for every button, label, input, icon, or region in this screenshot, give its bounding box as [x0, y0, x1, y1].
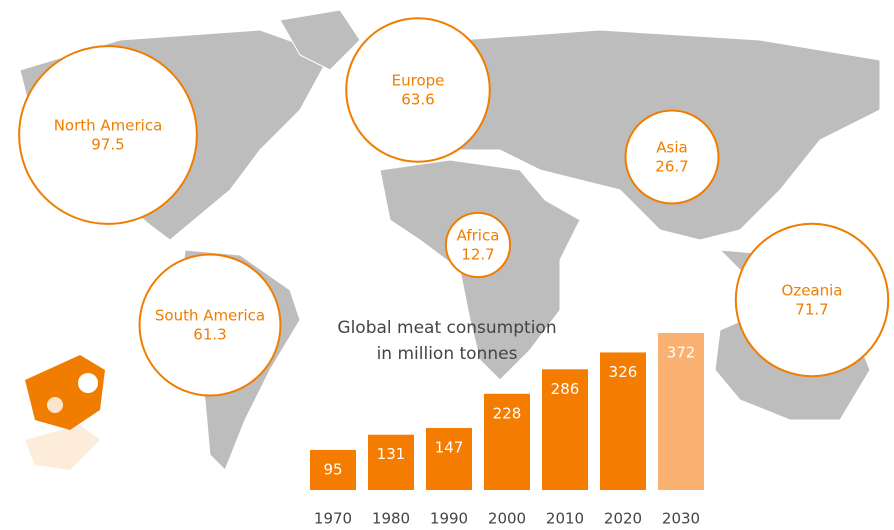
x-tick-label: 1970: [314, 510, 352, 528]
bar-title: Global meat consumption: [337, 318, 556, 338]
region-name: South America: [155, 307, 265, 325]
region-name: Europe: [392, 72, 445, 90]
region-value: 26.7: [655, 158, 688, 176]
region-name: North America: [54, 117, 163, 135]
bar-value-label: 228: [493, 404, 522, 422]
bar-value-label: 326: [609, 363, 638, 381]
bar: [484, 393, 530, 490]
region-value: 63.6: [401, 91, 434, 109]
x-tick-label: 2030: [662, 510, 700, 528]
region-value: 61.3: [193, 326, 226, 344]
region-bubble: [444, 211, 512, 279]
logo: [25, 355, 105, 470]
bar: [310, 449, 356, 490]
bar-value-label: 147: [435, 438, 464, 456]
bar-value-label: 131: [377, 445, 406, 463]
region-value: 97.5: [91, 136, 124, 154]
bar: [542, 369, 588, 490]
x-tick-label: 2020: [604, 510, 642, 528]
bar-value-label: 95: [323, 460, 342, 478]
bar-subtitle: in million tonnes: [377, 344, 518, 364]
x-tick-label: 1990: [430, 510, 468, 528]
x-tick-label: 1980: [372, 510, 410, 528]
logo-dot: [47, 397, 63, 413]
logo-reflection: [25, 425, 100, 470]
x-tick-label: 2000: [488, 510, 526, 528]
region-bubble: [18, 45, 198, 225]
region-bubble: [624, 109, 720, 205]
logo-hole: [78, 373, 98, 393]
bar: [426, 427, 472, 490]
region-bubble: [138, 253, 282, 397]
x-tick-label: 2010: [546, 510, 584, 528]
region-name: Asia: [656, 139, 687, 157]
greenland: [279, 9, 361, 71]
bar: [658, 333, 704, 490]
region-value: 71.7: [795, 301, 828, 319]
logo-shape: [25, 355, 105, 430]
region-value: 12.7: [461, 246, 494, 264]
region-name: Africa: [457, 227, 500, 245]
region-bubble: [734, 222, 890, 378]
bar: [368, 434, 414, 490]
bar: [600, 352, 646, 490]
bar-value-label: 286: [551, 380, 580, 398]
region-bubble: [345, 17, 491, 163]
region-name: Ozeania: [782, 282, 843, 300]
bar-value-label: 372: [667, 344, 696, 362]
